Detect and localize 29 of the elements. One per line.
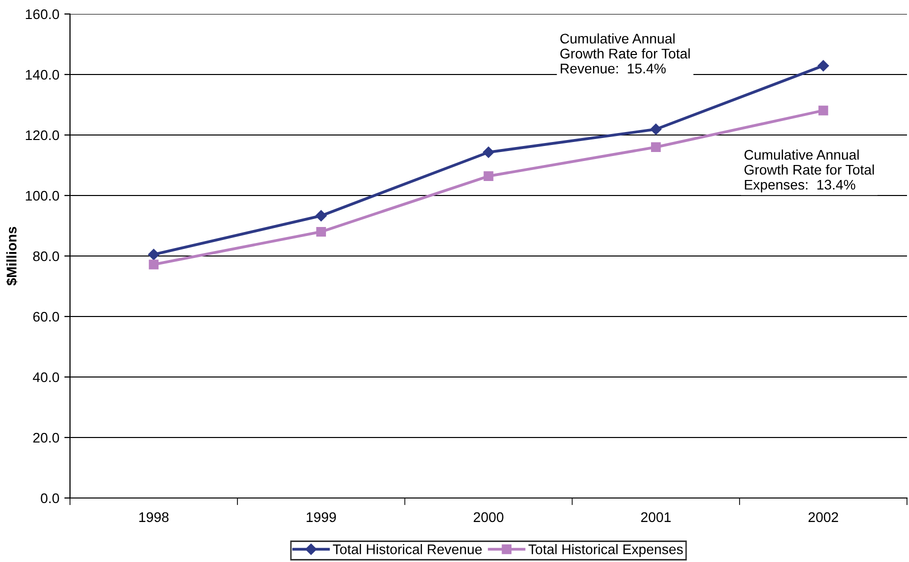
legend-label: Total Historical Revenue [332, 544, 482, 554]
annotation: Cumulative Annual Growth Rate for Total Revenue: 15.4% [560, 33, 690, 74]
y-tick-label: 80.0 [33, 251, 60, 262]
y-tick-label: 40.0 [32, 372, 60, 382]
y-tick-label: 20.0 [33, 432, 60, 443]
annotation: Cumulative Annual Growth Rate for Total Expenses: 13.4% [744, 150, 874, 192]
y-axis-title: $Millions [6, 226, 18, 286]
point [148, 248, 160, 260]
point [482, 146, 494, 158]
x-tick-label: 1999 [306, 512, 336, 522]
y-tick-label: 160.0 [26, 9, 60, 20]
point [484, 171, 494, 181]
y-tick-label: 140.0 [26, 70, 60, 80]
point [316, 226, 326, 237]
x-tick-label: 2000 [474, 512, 504, 522]
x-tick-label: 2002 [808, 512, 838, 522]
x-tick-label: 1998 [139, 512, 169, 522]
y-tick-label: 60.0 [33, 312, 60, 322]
point [818, 106, 828, 116]
x-tick-label: 2001 [641, 512, 671, 522]
y-tick-label: 0.0 [40, 493, 60, 504]
point [651, 142, 661, 152]
y-tick-label: 120.0 [26, 130, 60, 140]
point [148, 260, 159, 270]
point [818, 60, 829, 72]
legend-label: Total Historical Expenses [528, 544, 683, 557]
point [650, 124, 662, 135]
y-tick-label: 100.0 [26, 190, 60, 201]
point [315, 210, 327, 222]
